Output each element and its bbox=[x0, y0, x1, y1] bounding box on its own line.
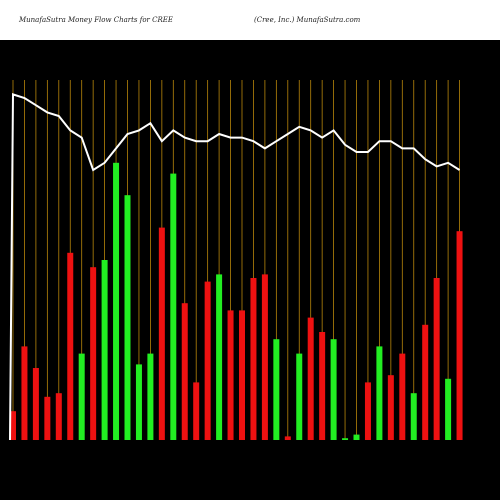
bar-21 bbox=[250, 278, 257, 440]
bar-6 bbox=[78, 353, 85, 440]
bar-4 bbox=[55, 393, 62, 440]
bar-20 bbox=[239, 310, 245, 440]
bar-19 bbox=[227, 310, 234, 440]
bar-27 bbox=[319, 332, 326, 440]
bar-18 bbox=[216, 274, 223, 440]
bar-28 bbox=[330, 339, 337, 440]
bar-25 bbox=[296, 353, 303, 440]
bar-29 bbox=[342, 438, 349, 440]
bar-34 bbox=[399, 353, 406, 440]
bar-11 bbox=[135, 364, 142, 440]
bar-37 bbox=[433, 278, 440, 440]
bar-35 bbox=[410, 393, 417, 440]
bar-7 bbox=[90, 267, 97, 440]
bar-31 bbox=[364, 382, 371, 440]
bar-15 bbox=[181, 303, 188, 440]
bar-33 bbox=[387, 375, 394, 440]
bar-23 bbox=[273, 339, 280, 440]
bar-30 bbox=[353, 434, 360, 440]
title-strip: MunafaSutra Money Flow Charts for CREE (… bbox=[0, 0, 500, 40]
bar-13 bbox=[158, 227, 165, 440]
bar-0 bbox=[10, 411, 16, 440]
bar-1 bbox=[21, 346, 28, 440]
price-line bbox=[9, 93, 461, 441]
bar-10 bbox=[124, 195, 131, 440]
bar-22 bbox=[261, 274, 268, 440]
bar-39 bbox=[456, 231, 463, 440]
bar-9 bbox=[113, 162, 120, 441]
bar-3 bbox=[44, 396, 51, 440]
bar-14 bbox=[170, 173, 177, 440]
bar-2 bbox=[32, 368, 39, 440]
bar-26 bbox=[307, 317, 314, 440]
chart-title: MunafaSutra Money Flow Charts for CREE bbox=[19, 16, 173, 24]
bar-36 bbox=[422, 324, 429, 440]
bar-24 bbox=[284, 436, 291, 440]
bar-12 bbox=[147, 353, 154, 440]
bar-8 bbox=[101, 260, 108, 440]
bar-5 bbox=[67, 252, 74, 440]
bar-16 bbox=[193, 382, 200, 440]
bar-17 bbox=[204, 281, 211, 440]
chart-site: (Cree, Inc.) MunafaSutra.com bbox=[254, 16, 361, 24]
bar-32 bbox=[376, 346, 383, 440]
bar-38 bbox=[445, 378, 452, 440]
